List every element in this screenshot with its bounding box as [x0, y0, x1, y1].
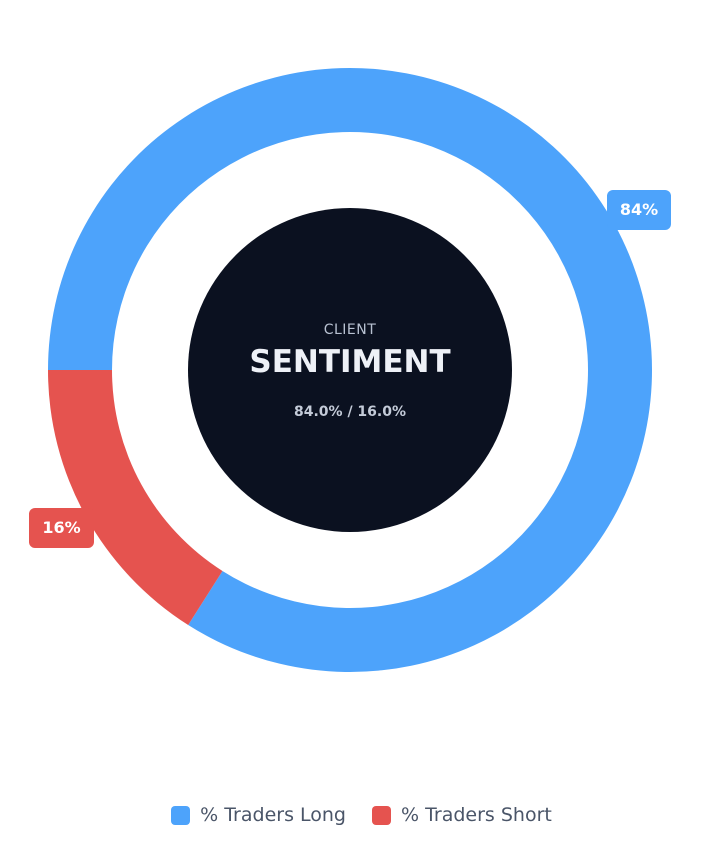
legend-swatch-short [371, 805, 391, 825]
center-circle: CLIENT SENTIMENT 84.0% / 16.0% [188, 208, 512, 532]
legend-label-short: % Traders Short [400, 804, 552, 826]
data-label-short: 16% [29, 508, 94, 548]
legend-item-long[interactable]: % Traders Long [171, 804, 346, 826]
legend-swatch-long [171, 805, 191, 825]
slice-short[interactable] [48, 370, 223, 625]
legend-label-long: % Traders Long [200, 804, 346, 826]
center-kicker: CLIENT [323, 322, 377, 338]
center-subtitle: 84.0% / 16.0% [294, 404, 406, 420]
center-title: SENTIMENT [249, 344, 451, 380]
legend-item-short[interactable]: % Traders Short [371, 804, 552, 826]
legend: % Traders Long % Traders Short [0, 804, 723, 826]
data-label-long: 84% [607, 190, 671, 230]
